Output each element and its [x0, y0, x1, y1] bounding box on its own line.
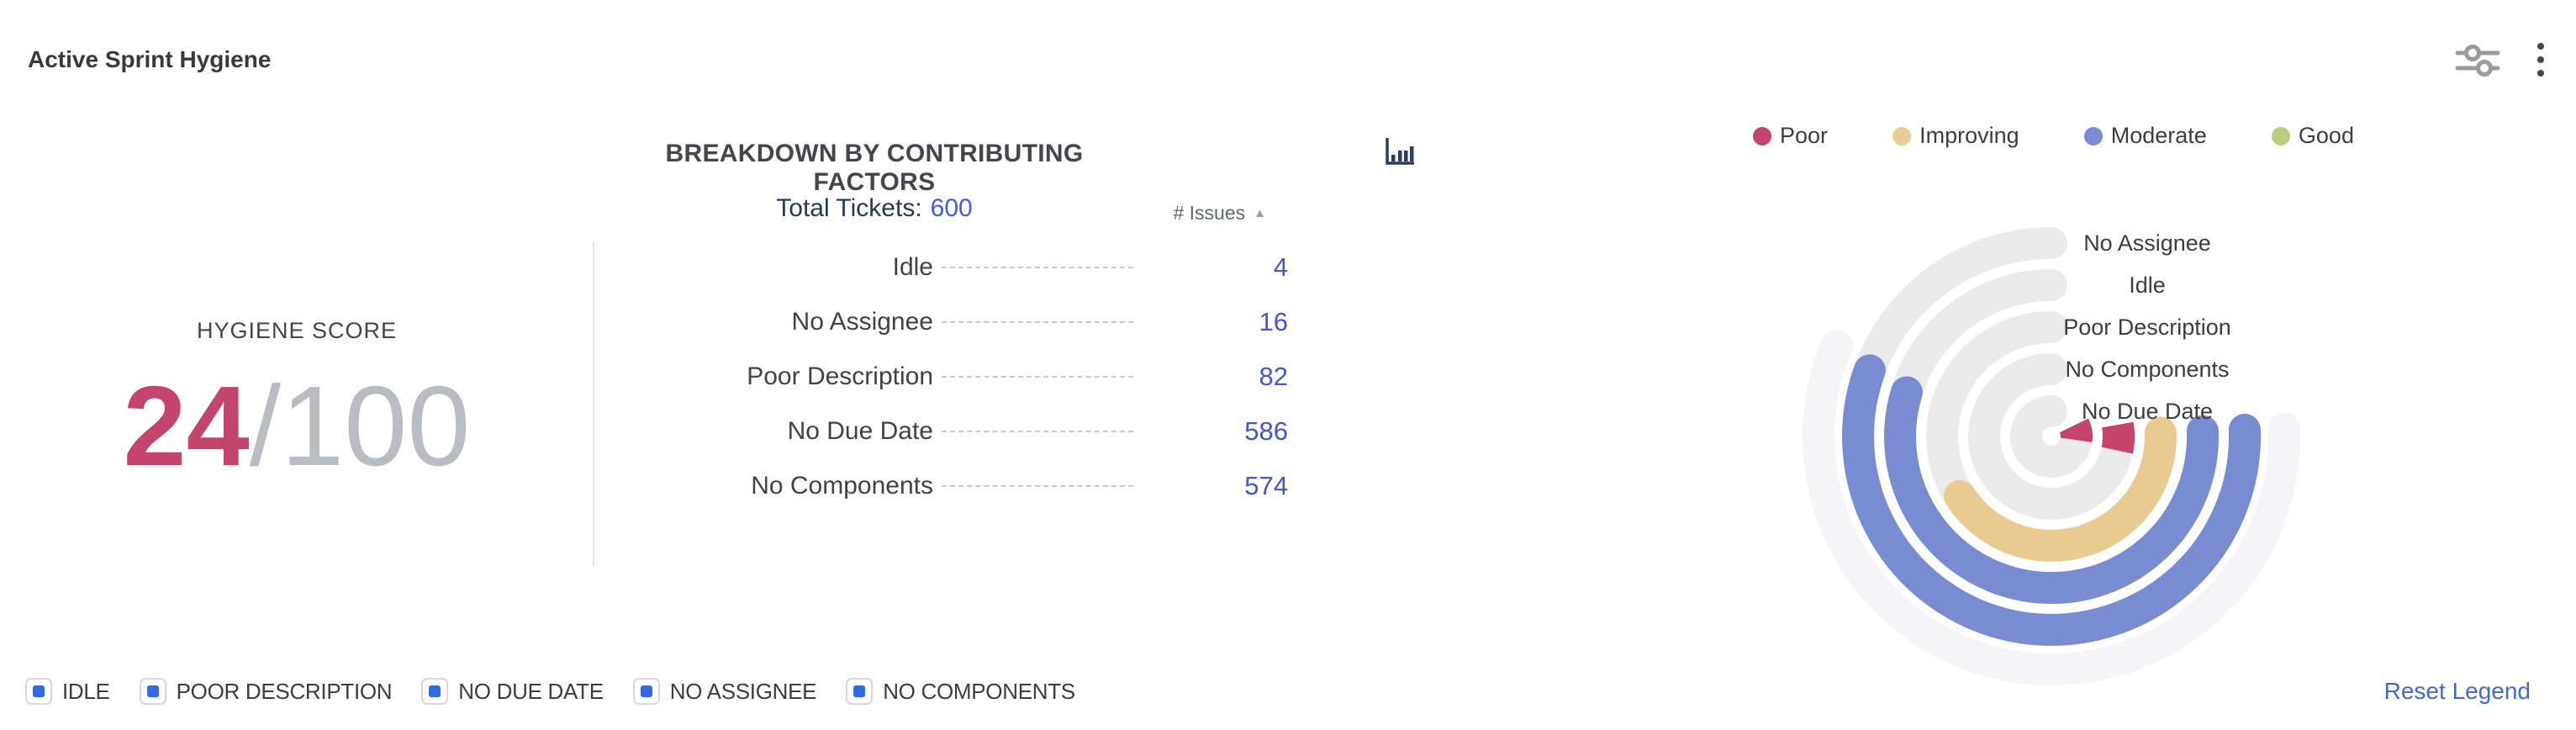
sliders-icon	[2455, 45, 2500, 77]
more-options-button[interactable]	[2524, 37, 2558, 84]
radial-rings-chart[interactable]: No Assignee Idle Poor Description No Compon…	[1799, 185, 2304, 690]
series-legend: IDLE POOR DESCRIPTION NO DUE DATE NO ASS…	[25, 676, 1075, 706]
ring-value-arc	[1842, 354, 2261, 646]
checkbox-checked-icon	[632, 678, 660, 705]
radial-ring-label: No Components	[2065, 357, 2229, 382]
good-color-dot	[2271, 126, 2290, 145]
breakdown-title: BREAKDOWN BY CONTRIBUTING FACTORS	[665, 140, 1084, 196]
breakdown-row: No Components 574	[622, 458, 1288, 513]
legend-toggle-label: NO COMPONENTS	[883, 678, 1075, 704]
chart-view-toggle-button[interactable]	[1380, 133, 1419, 172]
kebab-menu-icon	[2537, 43, 2544, 77]
total-tickets: Total Tickets: 600	[622, 194, 1127, 223]
dotted-leader	[942, 484, 1133, 487]
checkbox-checked-icon	[846, 678, 874, 705]
breakdown-row: Poor Description 82	[622, 349, 1288, 404]
factor-value[interactable]: 16	[1259, 306, 1288, 336]
radial-ring-label: No Assignee	[2083, 230, 2211, 256]
breakdown-list: Idle 4 No Assignee 16 Poor Description 8…	[622, 240, 1288, 513]
ghost-ring-arc	[1802, 329, 2300, 686]
breakdown-row: No Assignee 16	[622, 294, 1288, 349]
legend-label: Moderate	[2110, 123, 2207, 148]
factor-value[interactable]: 4	[1273, 251, 1288, 282]
ring-value-arc	[1884, 376, 2219, 605]
legend-toggle-no-components[interactable]: NO COMPONENTS	[846, 678, 1075, 705]
factor-label: Poor Description	[747, 362, 933, 390]
total-tickets-label: Total Tickets:	[776, 194, 922, 222]
legend-item-improving: Improving	[1892, 123, 2019, 149]
checkbox-checked-icon	[421, 678, 449, 705]
legend-item-moderate: Moderate	[2083, 123, 2207, 149]
checkbox-checked-icon	[25, 678, 52, 705]
issues-column-sort-header[interactable]: # Issues ▲	[1118, 202, 1266, 225]
legend-label: Good	[2298, 123, 2354, 148]
dotted-leader	[942, 375, 1133, 378]
poor-color-dot	[1753, 126, 1771, 145]
status-legend: Poor Improving Moderate Good	[1753, 123, 2354, 149]
hygiene-score-label: HYGIENE SCORE	[196, 318, 398, 343]
legend-toggle-poor-description[interactable]: POOR DESCRIPTION	[139, 678, 393, 705]
ring-value-arc	[2101, 421, 2135, 454]
filter-settings-button[interactable]	[2453, 39, 2502, 82]
improving-color-dot	[1892, 126, 1912, 145]
page-title: Active Sprint Hygiene	[28, 46, 272, 72]
moderate-color-dot	[2083, 126, 2103, 145]
score-current: 24	[123, 362, 250, 489]
sort-ascending-icon: ▲	[1254, 206, 1266, 220]
factor-value[interactable]: 586	[1244, 415, 1288, 446]
factor-label: No Assignee	[791, 307, 933, 336]
factor-value[interactable]: 82	[1259, 361, 1288, 391]
legend-item-good: Good	[2271, 123, 2354, 149]
total-tickets-value[interactable]: 600	[930, 194, 973, 222]
radial-ring-label: Idle	[2129, 272, 2166, 298]
bar-chart-icon	[1386, 138, 1414, 165]
factor-value[interactable]: 574	[1244, 470, 1288, 500]
factor-label: Idle	[892, 252, 933, 281]
legend-toggle-label: POOR DESCRIPTION	[176, 678, 393, 704]
legend-toggle-label: NO DUE DATE	[458, 678, 604, 704]
legend-toggle-label: NO ASSIGNEE	[669, 678, 817, 704]
radial-ring-label: No Due Date	[2082, 399, 2213, 424]
legend-toggle-label: IDLE	[62, 678, 110, 704]
legend-item-poor: Poor	[1753, 123, 1828, 149]
breakdown-row: Idle 4	[622, 240, 1288, 294]
checkbox-checked-icon	[139, 678, 166, 705]
legend-toggle-no-assignee[interactable]: NO ASSIGNEE	[632, 678, 817, 705]
score-slash: /	[249, 362, 282, 489]
ring-track-arc	[1926, 311, 2067, 521]
ring-track-arc	[2010, 395, 2093, 478]
legend-toggle-idle[interactable]: IDLE	[25, 678, 110, 705]
radial-ring-label: Poor Description	[2063, 315, 2231, 340]
reset-legend-link[interactable]: Reset Legend	[2383, 678, 2531, 704]
dotted-leader	[942, 430, 1133, 432]
ring-value-arc	[2059, 418, 2093, 442]
legend-label: Poor	[1780, 123, 1829, 148]
legend-label: Improving	[1919, 123, 2019, 148]
legend-toggle-no-due-date[interactable]: NO DUE DATE	[421, 678, 604, 705]
factor-label: No Components	[751, 471, 933, 500]
ring-value-arc	[1944, 416, 2177, 562]
ring-track-arc	[1968, 353, 2132, 520]
factor-label: No Due Date	[787, 416, 933, 445]
score-max: 100	[281, 362, 471, 489]
vertical-divider	[593, 241, 594, 566]
dotted-leader	[942, 320, 1133, 323]
breakdown-row: No Due Date 586	[622, 404, 1288, 458]
dotted-leader	[942, 266, 1133, 268]
issues-header-label: # Issues	[1173, 202, 1246, 224]
hygiene-score-value: 24/100	[0, 363, 594, 489]
